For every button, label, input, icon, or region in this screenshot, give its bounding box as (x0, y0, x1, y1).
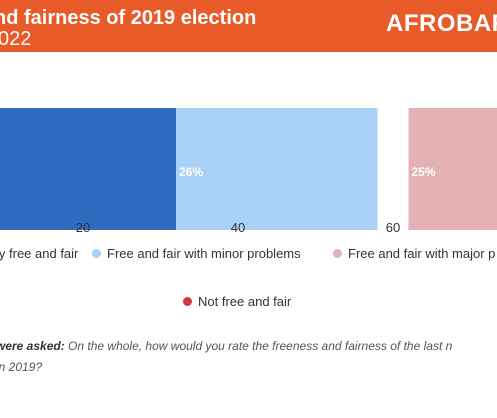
legend-item-3: Free and fair with major p (333, 246, 495, 261)
bar-segment-3 (408, 108, 497, 230)
legend-label-4: Not free and fair (198, 294, 292, 309)
legend-dot-2 (92, 249, 101, 258)
data-label-3: 25% (412, 165, 436, 179)
legend-label-3: Free and fair with major p (348, 246, 496, 261)
legend-label-1: ly free and fair (0, 246, 79, 261)
legend-label-2: Free and fair with minor problems (107, 246, 301, 261)
survey-question: were asked: On the whole, how would you … (0, 336, 497, 378)
x-tick-label-60: 60 (386, 220, 400, 235)
question-lead: were asked: (0, 339, 65, 353)
chart-title: nd fairness of 2019 election (0, 7, 257, 29)
chart-subtitle: 022 (0, 28, 32, 50)
brand-logo: AFROBAR (386, 10, 497, 37)
bar-segment-1 (0, 108, 176, 230)
bar-segment-2 (176, 108, 378, 230)
legend-dot-3 (333, 249, 342, 258)
legend-item-4: Not free and fair (183, 294, 291, 309)
legend-item-2: Free and fair with minor problems (92, 246, 301, 261)
x-tick-label-40: 40 (231, 220, 245, 235)
question-text: On the whole, how would you rate the fre… (64, 339, 453, 353)
header-banner: nd fairness of 2019 election 022 AFROBAR (0, 0, 497, 52)
legend-item-1: ly free and fair (0, 246, 78, 261)
question-text-continued: in 2019? (0, 360, 43, 374)
data-label-2: 26% (179, 165, 203, 179)
legend-dot-4 (183, 297, 192, 306)
x-tick-label-20: 20 (76, 220, 90, 235)
